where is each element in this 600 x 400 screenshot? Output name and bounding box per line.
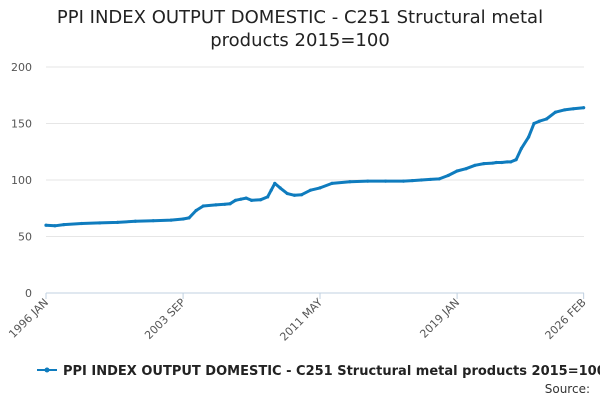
data-point: [53, 224, 57, 228]
data-point: [571, 107, 575, 111]
data-point: [410, 178, 415, 183]
series-line: [44, 106, 586, 228]
data-point: [562, 108, 566, 112]
chart-title: PPI INDEX OUTPUT DOMESTIC - C251 Structu…: [0, 6, 600, 52]
data-point: [266, 195, 270, 199]
data-point: [330, 181, 334, 185]
legend[interactable]: PPI INDEX OUTPUT DOMESTIC - C251 Structu…: [37, 364, 600, 379]
data-point: [553, 110, 558, 114]
data-point: [384, 179, 388, 183]
data-point: [401, 179, 406, 183]
data-point: [514, 158, 518, 162]
data-point: [482, 162, 486, 166]
x-tick-label: 2026 FEB: [543, 296, 589, 342]
data-point: [258, 198, 263, 202]
data-point: [500, 160, 504, 165]
data-point: [494, 160, 499, 165]
data-point: [308, 188, 313, 192]
data-point: [419, 178, 423, 182]
data-point: [151, 219, 155, 223]
data-point: [249, 198, 254, 202]
data-point: [278, 186, 282, 190]
data-point: [228, 202, 232, 206]
data-point: [455, 169, 459, 173]
data-point: [201, 204, 205, 208]
y-tick-label: 50: [18, 231, 32, 244]
data-point: [544, 117, 549, 121]
data-point: [437, 177, 441, 181]
data-point: [473, 163, 477, 167]
legend-dot-swatch: [44, 367, 50, 373]
data-point: [292, 193, 297, 197]
data-point: [285, 191, 289, 196]
data-point: [299, 193, 304, 197]
data-point: [62, 223, 66, 227]
data-point: [133, 219, 137, 223]
data-point: [537, 119, 541, 123]
data-point: [80, 221, 84, 226]
chart-title-line1: PPI INDEX OUTPUT DOMESTIC - C251 Structu…: [56, 7, 544, 28]
data-point: [273, 181, 277, 185]
data-point: [269, 188, 273, 192]
x-axis: 1996 JAN 2003 SEP 2011 MAY 2019 JAN 2026 FEB: [6, 292, 589, 344]
x-tick-label: 2019 JAN: [417, 296, 462, 341]
data-point: [239, 197, 243, 201]
source-label: Source:: [544, 382, 590, 396]
data-point: [223, 202, 227, 206]
data-point: [428, 177, 432, 182]
data-point: [509, 160, 513, 164]
x-tick-label: 1996 JAN: [6, 296, 51, 341]
data-point: [526, 135, 531, 139]
data-point: [366, 179, 370, 183]
data-point: [519, 146, 524, 150]
data-point: [115, 220, 120, 224]
data-point: [244, 196, 248, 200]
data-point: [194, 208, 198, 213]
data-point: [181, 217, 185, 221]
y-tick-label: 100: [11, 174, 32, 187]
data-point: [446, 173, 450, 178]
data-point: [169, 218, 173, 222]
data-point: [464, 167, 468, 171]
y-tick-label: 200: [11, 61, 32, 74]
chart-title-line2: products 2015=100: [210, 30, 390, 51]
y-tick-label: 150: [11, 118, 32, 131]
data-point: [187, 216, 191, 220]
gridlines: [46, 66, 584, 237]
x-tick-label: 2003 SEP: [142, 296, 188, 342]
y-axis: 0 50 100 150 200: [11, 61, 32, 300]
x-tick-label: 2011 MAY: [277, 296, 325, 344]
plot-area: [44, 106, 586, 228]
data-point: [98, 221, 102, 225]
data-point: [233, 198, 238, 202]
data-point: [44, 223, 48, 227]
data-point: [582, 106, 586, 110]
data-point: [505, 160, 509, 164]
y-tick-label: 0: [25, 287, 32, 300]
data-point: [532, 121, 536, 126]
data-point: [348, 180, 352, 184]
data-point: [491, 161, 495, 165]
data-point: [318, 186, 322, 190]
legend-label[interactable]: PPI INDEX OUTPUT DOMESTIC - C251 Structu…: [63, 364, 600, 379]
data-point: [214, 203, 218, 207]
